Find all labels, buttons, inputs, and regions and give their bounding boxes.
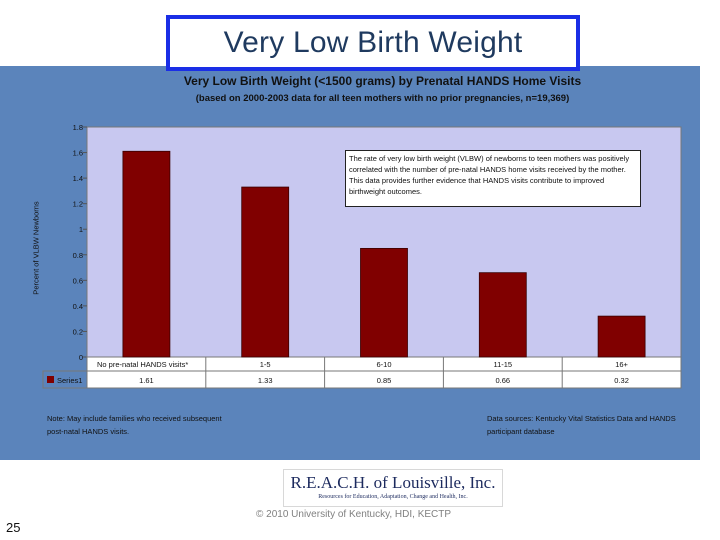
y-tick-label: 1.4: [73, 174, 83, 183]
footer-copyright: © 2010 University of Kentucky, HDI, KECT…: [256, 509, 452, 520]
y-tick-label: 0: [79, 353, 83, 362]
legend-swatch: [47, 376, 54, 383]
data-value-label: 0.85: [377, 376, 392, 385]
slide-title-box: Very Low Birth Weight: [166, 15, 580, 71]
x-category-label: 16+: [615, 360, 628, 369]
data-value-label: 1.61: [139, 376, 154, 385]
x-category-label: 6-10: [376, 360, 391, 369]
data-table: [86, 356, 682, 389]
slide-title: Very Low Birth Weight: [223, 26, 523, 59]
chart-annotation: The rate of very low birth weight (VLBW)…: [345, 150, 641, 207]
legend-series-name: Series1: [57, 376, 82, 385]
x-category-label: No pre-natal HANDS visits*: [97, 360, 188, 369]
y-tick-label: 0.6: [73, 276, 83, 285]
bar: [360, 247, 408, 358]
x-category-label: 11-15: [493, 360, 512, 369]
y-tick-label: 1: [79, 225, 83, 234]
bar: [478, 272, 527, 358]
data-value-label: 0.32: [614, 376, 629, 385]
y-tick-label: 1.8: [73, 123, 83, 132]
data-value-label: 1.33: [258, 376, 273, 385]
y-tick-label: 1.6: [73, 149, 83, 158]
reach-logo: R.E.A.C.H. of Louisville, Inc. Resources…: [283, 469, 503, 507]
bar: [122, 150, 171, 358]
y-tick-label: 0.4: [73, 302, 83, 311]
y-tick-label: 0.8: [73, 251, 83, 260]
chart-subtitle: (based on 2000-2003 data for all teen mo…: [195, 93, 570, 104]
bar: [597, 315, 646, 358]
note-left: Note: May include families who received …: [47, 414, 222, 436]
y-tick-label: 0.2: [73, 327, 83, 336]
chart-title: Very Low Birth Weight (<1500 grams) by P…: [183, 74, 582, 88]
y-tick-label: 1.2: [73, 200, 83, 209]
x-category-label: 1-5: [260, 360, 271, 369]
logo-text: R.E.A.C.H. of Louisville, Inc.: [290, 473, 496, 492]
bar: [241, 186, 290, 358]
legend-cell: [42, 370, 88, 389]
data-value-label: 0.66: [495, 376, 510, 385]
note-right: Data sources: Kentucky Vital Statistics …: [487, 414, 676, 436]
page-number: 25: [6, 520, 21, 535]
logo-tagline: Resources for Education, Adaptation, Cha…: [318, 494, 468, 500]
